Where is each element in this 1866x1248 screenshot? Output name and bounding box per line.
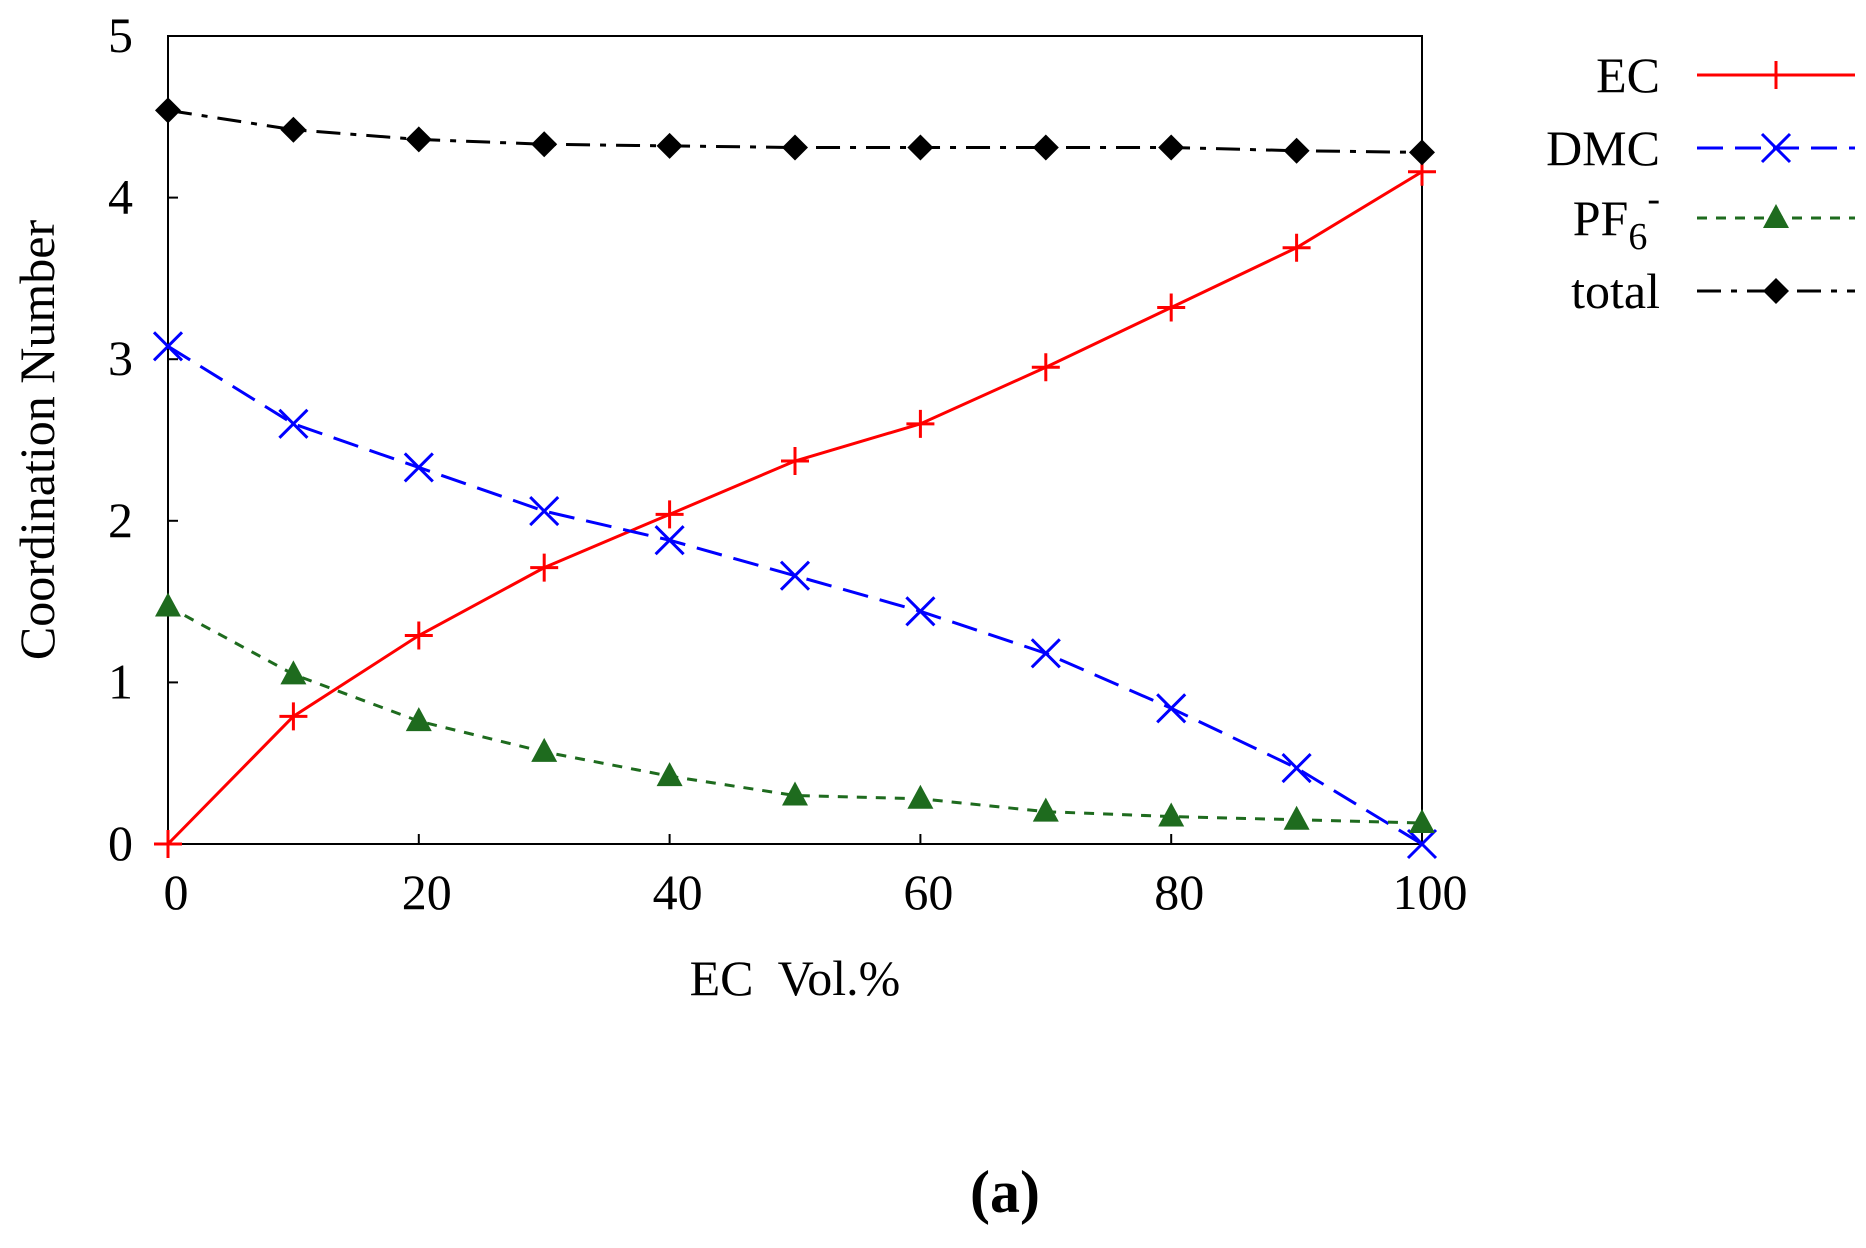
legend-entry-total: total — [1571, 263, 1855, 319]
data-point-pf6 — [531, 737, 558, 762]
data-point-ec — [530, 553, 559, 582]
legend-entry-pf6: PF6- — [1573, 178, 1855, 258]
series-pf6 — [155, 592, 1435, 833]
legend-marker-ec — [1762, 61, 1790, 89]
x-tick-label: 20 — [402, 864, 452, 920]
data-point-total — [405, 126, 432, 153]
x-tick-label: 60 — [903, 864, 953, 920]
data-point-pf6 — [1409, 808, 1435, 833]
legend-marker-total — [1763, 278, 1789, 304]
series-line-dmc — [167, 344, 1423, 846]
data-point-total — [907, 134, 934, 161]
series-layer — [152, 97, 1438, 860]
legend-label-ec: EC — [1596, 47, 1660, 103]
data-point-total — [656, 132, 683, 159]
data-point-ec — [655, 500, 684, 529]
x-axis-title: EC Vol.% — [690, 950, 901, 1006]
data-point-total — [1283, 137, 1310, 164]
data-point-total — [1032, 134, 1059, 161]
legend-marker-dmc — [1760, 132, 1792, 164]
data-point-ec — [404, 621, 433, 650]
y-axis-title: Coordination Number — [9, 220, 65, 661]
data-point-ec — [1157, 293, 1186, 322]
data-point-pf6 — [782, 781, 808, 806]
series-line-ec — [166, 170, 1423, 846]
data-point-dmc — [1406, 828, 1438, 860]
data-point-total — [155, 97, 181, 124]
x-tick-label: 100 — [1393, 864, 1468, 920]
data-point-dmc — [278, 408, 309, 439]
data-point-ec — [1282, 233, 1311, 262]
data-point-pf6 — [155, 592, 181, 617]
series-ec — [154, 157, 1436, 858]
legend-marker-pf6 — [1763, 204, 1789, 228]
data-point-dmc — [1030, 638, 1061, 669]
data-point-total — [1158, 134, 1185, 161]
y-tick-label: 0 — [108, 815, 133, 871]
y-tick-label: 4 — [108, 169, 133, 225]
data-point-total — [1409, 139, 1435, 166]
data-point-ec — [781, 447, 809, 476]
data-point-pf6 — [656, 762, 683, 787]
legend-label-total: total — [1571, 263, 1660, 319]
y-tick-label: 3 — [108, 330, 133, 386]
legend-entry-ec: EC — [1596, 47, 1855, 103]
series-total — [155, 97, 1435, 166]
y-tick-label: 2 — [108, 492, 133, 548]
x-tick-label: 0 — [164, 864, 189, 920]
data-point-pf6 — [1158, 802, 1185, 827]
data-point-ec — [279, 702, 308, 731]
data-point-dmc — [152, 331, 184, 362]
y-tick-label: 5 — [108, 7, 133, 63]
data-point-total — [280, 116, 307, 143]
data-point-pf6 — [405, 707, 432, 732]
data-point-total — [782, 134, 808, 161]
y-tick-label: 1 — [108, 653, 133, 709]
x-tick-label: 40 — [653, 864, 703, 920]
data-point-pf6 — [1283, 805, 1310, 830]
data-point-pf6 — [907, 784, 934, 809]
data-point-total — [531, 131, 558, 158]
series-line-total — [167, 108, 1423, 154]
panel-label: (a) — [970, 1159, 1040, 1225]
data-point-ec — [154, 830, 182, 858]
axis-ticks: 0 20 40 60 80 100 0 1 2 3 4 5 — [108, 7, 1468, 920]
data-point-dmc — [1281, 752, 1312, 784]
data-point-ec — [1031, 353, 1060, 382]
data-point-dmc — [654, 525, 685, 556]
data-point-dmc — [403, 452, 434, 483]
data-point-pf6 — [280, 660, 307, 685]
legend-label-dmc: DMC — [1546, 120, 1660, 176]
data-point-ec — [906, 409, 935, 438]
data-point-pf6 — [1032, 797, 1059, 822]
plot-area-frame — [167, 35, 1423, 845]
data-point-dmc — [779, 560, 811, 591]
data-point-dmc — [529, 496, 560, 527]
data-point-dmc — [905, 596, 936, 627]
x-tick-label: 80 — [1154, 864, 1204, 920]
data-point-dmc — [1156, 693, 1187, 724]
legend-label-pf6: PF6- — [1573, 178, 1660, 258]
legend-entry-dmc: DMC — [1546, 120, 1855, 176]
series-dmc — [152, 331, 1438, 860]
series-line-pf6 — [167, 605, 1423, 825]
